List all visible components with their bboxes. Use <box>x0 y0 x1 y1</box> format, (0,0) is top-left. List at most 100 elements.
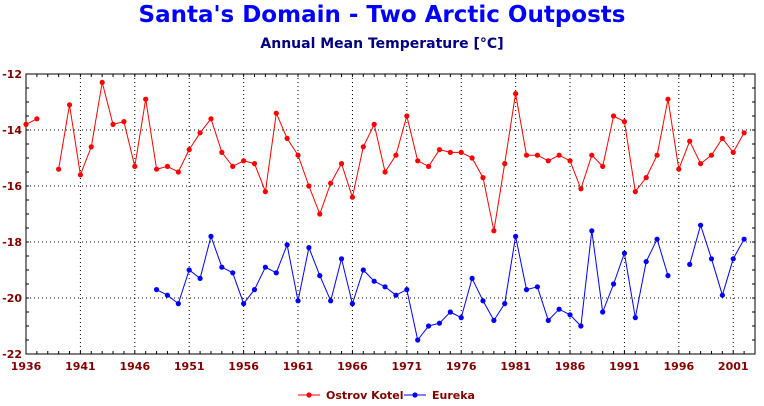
series-line <box>156 230 669 342</box>
legend-swatch-marker <box>306 392 312 398</box>
x-tick-label: 1961 <box>283 360 314 373</box>
series-line <box>689 223 745 297</box>
x-tick-label: 1981 <box>500 360 531 373</box>
data-point <box>284 242 290 248</box>
data-point <box>480 175 486 181</box>
chart-subtitle: Annual Mean Temperature [°C] <box>260 36 504 52</box>
data-point <box>621 250 628 256</box>
legend-label: Eureka <box>432 389 475 402</box>
x-tick-label: 1956 <box>228 360 259 373</box>
data-point <box>502 301 508 307</box>
data-point <box>153 287 160 293</box>
data-point <box>719 135 725 141</box>
x-tick-label: 1996 <box>664 360 695 373</box>
x-tick-label: 1991 <box>609 360 640 373</box>
data-point <box>708 152 715 158</box>
data-point <box>643 175 649 181</box>
data-point <box>360 267 366 273</box>
y-tick-label: -12 <box>2 68 22 81</box>
data-point <box>208 116 214 122</box>
data-point <box>262 189 268 195</box>
data-point <box>338 161 345 167</box>
data-point <box>186 147 192 153</box>
y-tick-label: -20 <box>2 292 22 305</box>
data-point <box>708 256 715 262</box>
data-point <box>393 152 399 158</box>
data-point <box>219 264 225 270</box>
data-point <box>447 309 453 315</box>
data-point <box>164 163 171 169</box>
data-point <box>132 163 138 169</box>
data-point <box>556 152 562 158</box>
legend-label: Ostrov Kotel <box>326 389 404 402</box>
data-point <box>513 91 519 97</box>
data-point <box>34 116 40 122</box>
data-point <box>371 121 377 127</box>
data-point <box>99 79 105 85</box>
chart-title: Santa's Domain - Two Arctic Outposts <box>138 2 626 28</box>
data-point <box>241 158 247 164</box>
data-point <box>360 144 366 150</box>
data-point <box>175 301 181 307</box>
data-point <box>371 278 377 284</box>
data-point <box>153 166 160 172</box>
y-tick-label: -22 <box>2 348 22 361</box>
data-point <box>262 264 268 270</box>
y-tick-label: -16 <box>2 180 22 193</box>
data-point <box>458 315 464 321</box>
data-point <box>567 312 573 318</box>
data-point <box>66 102 73 108</box>
data-point <box>121 119 127 125</box>
data-point <box>654 236 660 242</box>
data-point <box>88 144 94 150</box>
data-point <box>306 245 312 251</box>
data-point <box>491 228 497 234</box>
data-point <box>230 270 236 276</box>
data-point <box>730 149 736 155</box>
data-point <box>534 284 540 290</box>
x-tick-label: 1966 <box>337 360 368 373</box>
data-point <box>469 155 475 161</box>
data-point <box>458 149 464 155</box>
data-point <box>567 158 573 164</box>
data-point <box>328 180 334 186</box>
data-point <box>654 152 660 158</box>
data-point <box>589 152 595 158</box>
data-point <box>621 119 628 125</box>
data-point <box>469 275 475 281</box>
data-point <box>317 211 323 217</box>
x-tick-label: 1976 <box>446 360 477 373</box>
data-point <box>175 169 181 175</box>
data-point <box>502 161 508 167</box>
series-line <box>58 82 745 231</box>
data-point <box>480 298 486 304</box>
data-point <box>23 121 29 127</box>
data-point <box>219 149 225 155</box>
data-point <box>415 158 421 164</box>
data-point <box>382 169 388 175</box>
legend: Ostrov Kotel Eureka <box>298 389 475 402</box>
data-point <box>143 96 149 102</box>
data-point <box>404 287 410 293</box>
data-point <box>687 138 693 144</box>
data-point <box>632 189 638 195</box>
data-point <box>349 194 356 200</box>
data-point <box>578 186 584 192</box>
data-point <box>230 163 236 169</box>
data-point <box>697 161 704 167</box>
data-point <box>687 261 693 267</box>
plot-frame <box>25 73 756 355</box>
data-point <box>56 166 62 172</box>
data-point <box>643 259 649 265</box>
data-point <box>665 273 671 279</box>
data-point <box>600 309 606 315</box>
x-tick-label: 1971 <box>392 360 423 373</box>
x-tick-label: 1946 <box>119 360 150 373</box>
data-point <box>251 287 258 293</box>
data-point <box>719 292 725 298</box>
data-point <box>197 130 203 136</box>
x-tick-label: 1936 <box>11 360 42 373</box>
data-point <box>600 163 606 169</box>
data-point <box>741 130 747 136</box>
